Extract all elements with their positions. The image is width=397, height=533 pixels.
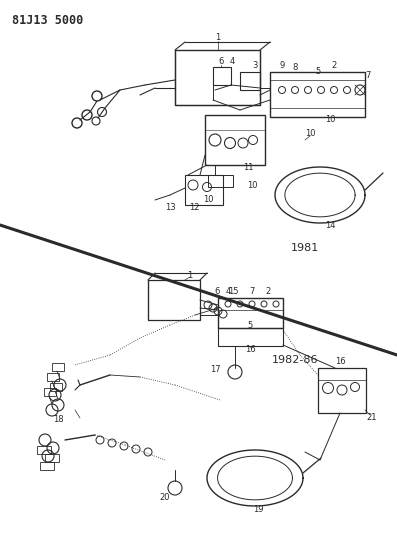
Bar — [270, 72, 365, 117]
Text: 1: 1 — [187, 271, 193, 279]
Bar — [185, 175, 223, 205]
Text: 4: 4 — [225, 287, 231, 295]
Text: 5: 5 — [315, 68, 321, 77]
Text: 81J13 5000: 81J13 5000 — [12, 14, 83, 27]
Text: 19: 19 — [253, 505, 263, 514]
Text: 16: 16 — [245, 345, 255, 354]
Text: 1981: 1981 — [291, 243, 319, 253]
Bar — [44, 388, 56, 396]
Text: 1982-86: 1982-86 — [272, 355, 318, 365]
Bar — [52, 363, 64, 371]
Bar — [205, 115, 265, 165]
Text: 6: 6 — [214, 287, 220, 295]
Bar — [45, 454, 59, 462]
Text: 14: 14 — [325, 221, 335, 230]
Bar — [213, 67, 231, 85]
Text: 6: 6 — [218, 58, 224, 67]
Bar — [40, 462, 54, 470]
Text: 20: 20 — [160, 494, 170, 503]
Text: 5: 5 — [247, 320, 252, 329]
Text: 10: 10 — [305, 130, 315, 139]
Bar — [240, 72, 260, 90]
Bar — [148, 280, 200, 320]
Text: 17: 17 — [210, 366, 220, 375]
Text: 10: 10 — [203, 196, 213, 205]
Bar — [208, 175, 233, 187]
Text: 10: 10 — [247, 181, 257, 190]
Bar — [318, 368, 366, 413]
Bar — [37, 446, 51, 454]
Text: 13: 13 — [165, 204, 175, 213]
Text: 11: 11 — [243, 164, 253, 173]
Text: 15: 15 — [228, 287, 238, 295]
Text: 4: 4 — [229, 58, 235, 67]
Bar — [218, 298, 283, 328]
Text: 16: 16 — [335, 358, 345, 367]
Bar — [218, 328, 283, 346]
Text: 8: 8 — [292, 63, 298, 72]
Bar — [175, 50, 260, 105]
Text: 12: 12 — [189, 204, 199, 213]
Text: 3: 3 — [252, 61, 258, 69]
Text: 7: 7 — [365, 70, 371, 79]
Bar — [47, 373, 59, 381]
Text: 1: 1 — [216, 34, 221, 43]
Text: 2: 2 — [331, 61, 337, 69]
Text: 2: 2 — [265, 287, 271, 295]
Text: 7: 7 — [249, 287, 255, 295]
Text: 10: 10 — [325, 116, 335, 125]
Text: 21: 21 — [367, 414, 377, 423]
Text: 9: 9 — [279, 61, 285, 69]
Text: 18: 18 — [53, 416, 63, 424]
Bar — [50, 383, 62, 391]
